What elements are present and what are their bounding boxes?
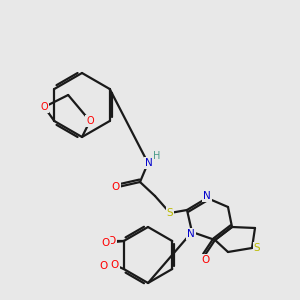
Text: O: O [102,238,110,248]
Text: S: S [167,208,173,218]
Text: N: N [187,229,195,239]
Text: O: O [86,116,94,126]
Text: O: O [108,236,116,246]
Text: O: O [111,260,119,270]
Text: O: O [102,238,103,239]
Text: O: O [100,261,108,271]
Text: O: O [202,255,210,265]
Text: O: O [112,182,120,192]
Text: N: N [203,191,211,201]
Text: N: N [145,158,153,168]
Text: O: O [40,102,48,112]
Text: S: S [254,243,260,253]
Text: H: H [153,151,161,161]
